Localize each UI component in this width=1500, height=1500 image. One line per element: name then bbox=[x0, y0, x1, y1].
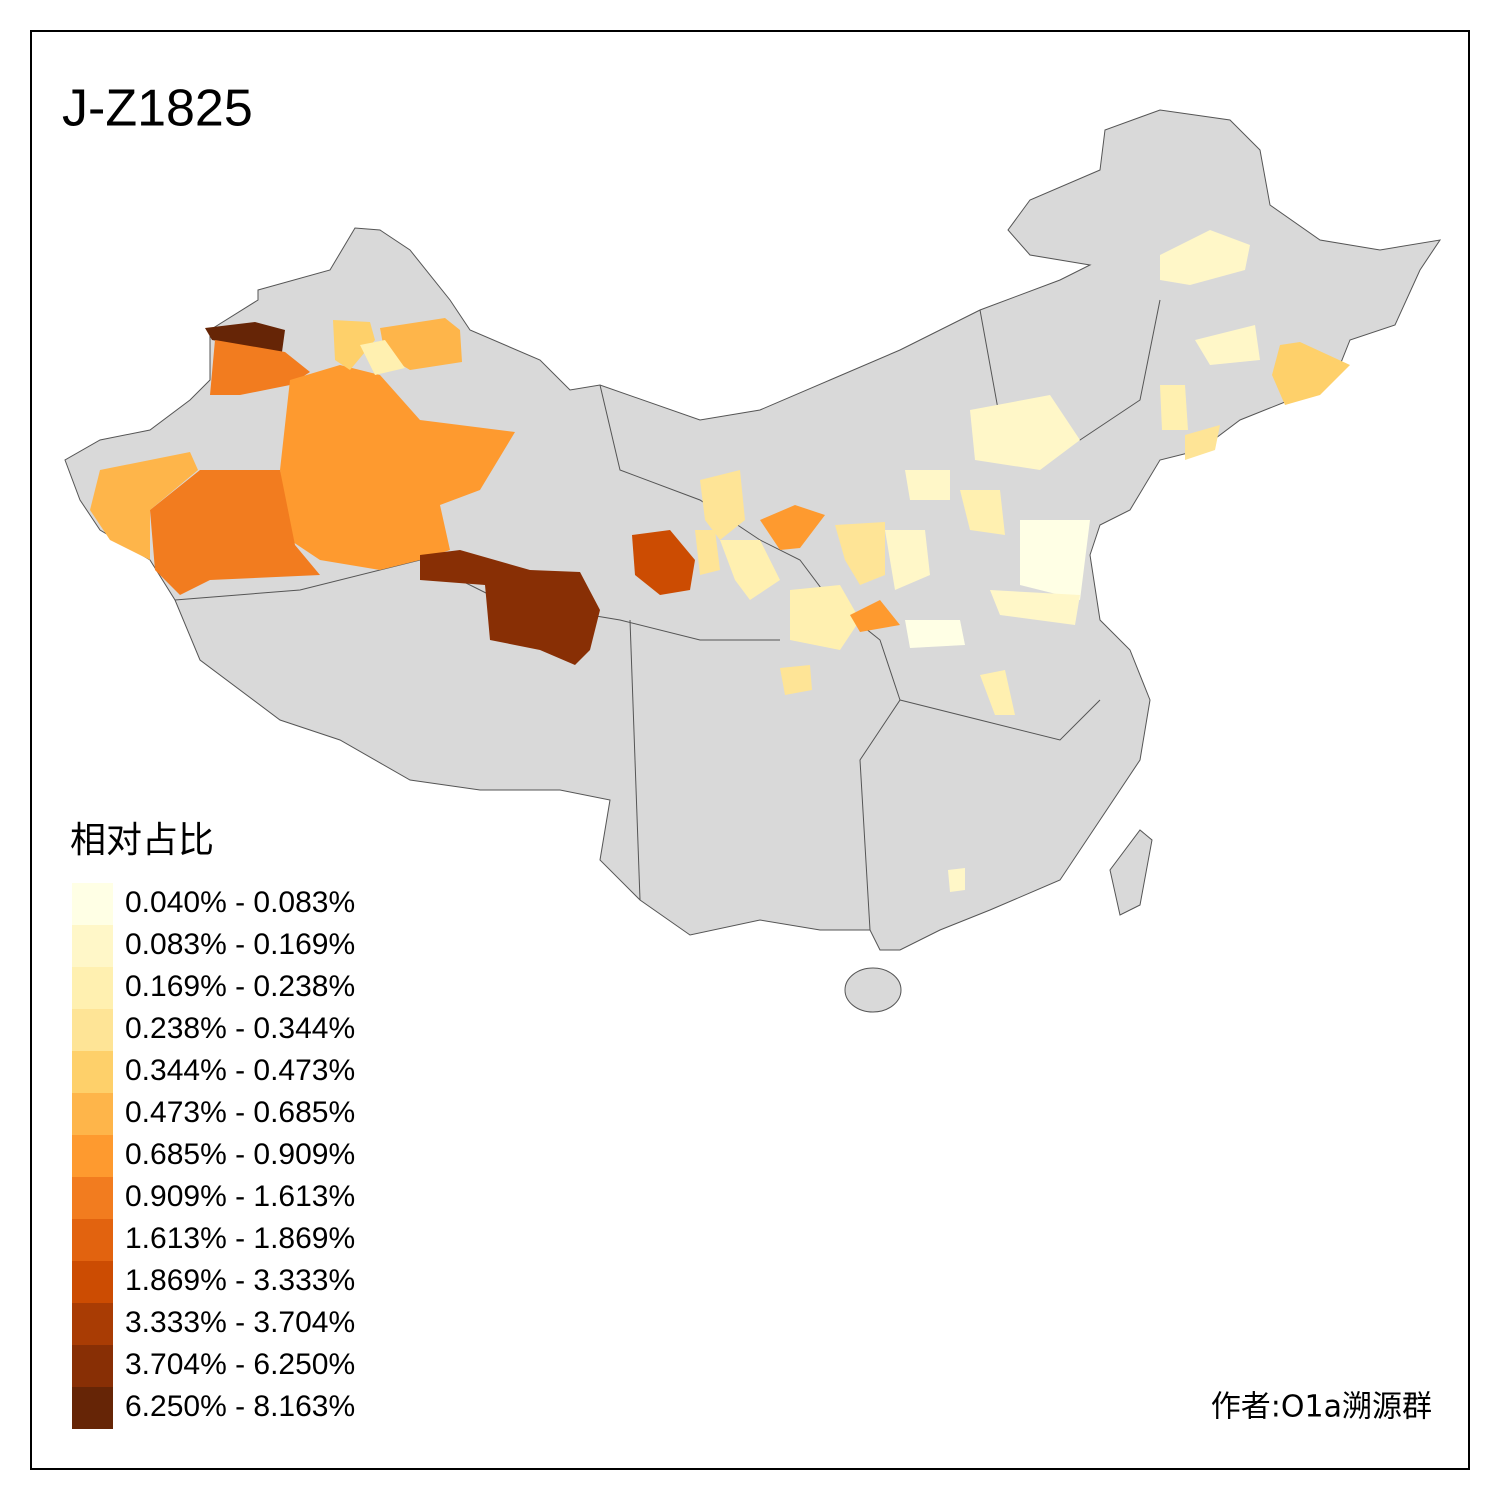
legend-swatch bbox=[72, 1219, 113, 1261]
legend-swatch bbox=[72, 1303, 113, 1345]
legend-label: 0.473% - 0.685% bbox=[125, 1096, 355, 1129]
legend-swatch bbox=[72, 1177, 113, 1219]
legend-swatch bbox=[72, 925, 113, 967]
legend: 0.040% - 0.083% 0.083% - 0.169% 0.169% - 0… bbox=[72, 883, 355, 1429]
legend-swatch bbox=[72, 1051, 113, 1093]
region bbox=[905, 620, 965, 648]
hainan bbox=[844, 967, 902, 1013]
legend-label: 0.685% - 0.909% bbox=[125, 1138, 355, 1171]
legend-swatch bbox=[72, 967, 113, 1009]
legend-swatch bbox=[72, 1387, 113, 1429]
region bbox=[990, 590, 1080, 625]
region bbox=[280, 365, 515, 570]
region bbox=[700, 470, 745, 540]
taiwan bbox=[1109, 829, 1153, 916]
region bbox=[360, 340, 405, 375]
region bbox=[760, 505, 825, 550]
region bbox=[1272, 342, 1350, 405]
map bbox=[64, 109, 1442, 1013]
region bbox=[90, 452, 198, 560]
legend-swatch bbox=[72, 1135, 113, 1177]
region bbox=[905, 470, 950, 500]
legend-label: 0.238% - 0.344% bbox=[125, 1012, 355, 1045]
region bbox=[150, 470, 320, 595]
legend-swatch bbox=[72, 883, 113, 925]
region bbox=[1020, 520, 1090, 600]
region bbox=[948, 868, 965, 892]
legend-swatch bbox=[72, 1009, 113, 1051]
legend-label: 3.704% - 6.250% bbox=[125, 1348, 355, 1381]
region bbox=[780, 665, 812, 695]
legend-label: 6.250% - 8.163% bbox=[125, 1390, 355, 1423]
region bbox=[420, 550, 600, 665]
region bbox=[210, 340, 310, 395]
region bbox=[695, 530, 720, 575]
province-border bbox=[899, 699, 1101, 741]
legend-swatch bbox=[72, 1261, 113, 1303]
legend-label: 0.040% - 0.083% bbox=[125, 886, 355, 919]
region bbox=[380, 318, 462, 370]
region bbox=[970, 395, 1080, 470]
region bbox=[885, 530, 930, 590]
region bbox=[205, 322, 285, 352]
region bbox=[1185, 425, 1220, 460]
legend-label: 0.083% - 0.169% bbox=[125, 928, 355, 961]
legend-label: 3.333% - 3.704% bbox=[125, 1306, 355, 1339]
region bbox=[960, 490, 1005, 535]
author-note: 作者:O1a溯源群 bbox=[1211, 1390, 1432, 1425]
country-outline bbox=[64, 109, 1442, 951]
region bbox=[1160, 230, 1250, 285]
region bbox=[790, 585, 860, 650]
legend-label: 1.613% - 1.869% bbox=[125, 1222, 355, 1255]
legend-label: 0.909% - 1.613% bbox=[125, 1180, 355, 1213]
province-border bbox=[629, 619, 641, 901]
legend-label: 0.169% - 0.238% bbox=[125, 970, 355, 1003]
region bbox=[1195, 325, 1260, 365]
province-border bbox=[599, 384, 901, 931]
region bbox=[632, 530, 695, 595]
region bbox=[850, 600, 900, 632]
region bbox=[980, 670, 1015, 715]
region bbox=[835, 522, 885, 585]
title: J-Z1825 bbox=[62, 80, 253, 138]
legend-label: 1.869% - 3.333% bbox=[125, 1264, 355, 1297]
region bbox=[333, 320, 375, 370]
legend-title: 相对占比 bbox=[70, 820, 214, 861]
region bbox=[720, 540, 780, 600]
legend-label: 0.344% - 0.473% bbox=[125, 1054, 355, 1087]
region bbox=[1160, 385, 1188, 430]
legend-swatch bbox=[72, 1093, 113, 1135]
legend-swatch bbox=[72, 1345, 113, 1387]
